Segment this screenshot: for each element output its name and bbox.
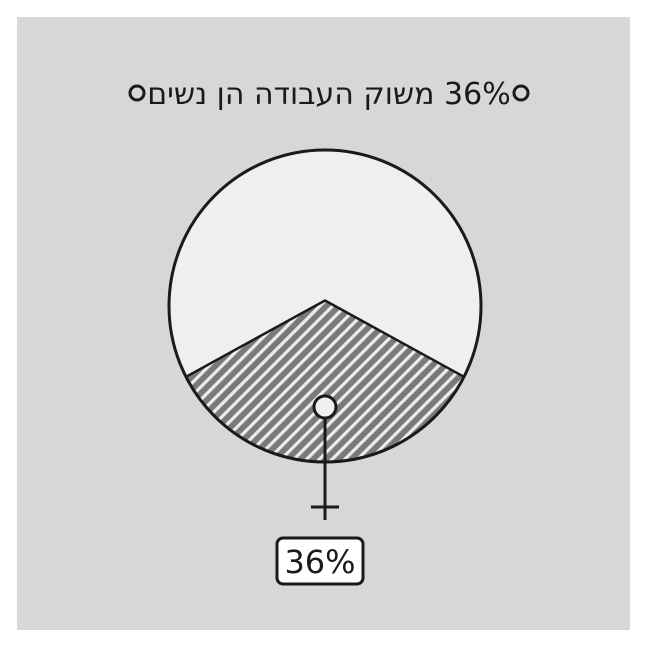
pie-group — [167, 148, 483, 464]
female-symbol-icon — [311, 394, 339, 520]
value-label: 36% — [284, 543, 355, 581]
chart-title: 36% משוק העבודה הן נשים — [147, 77, 510, 112]
value-label-box — [275, 536, 365, 586]
title-bullet-left-icon — [128, 84, 146, 102]
title-bullet-right-icon — [512, 84, 530, 102]
